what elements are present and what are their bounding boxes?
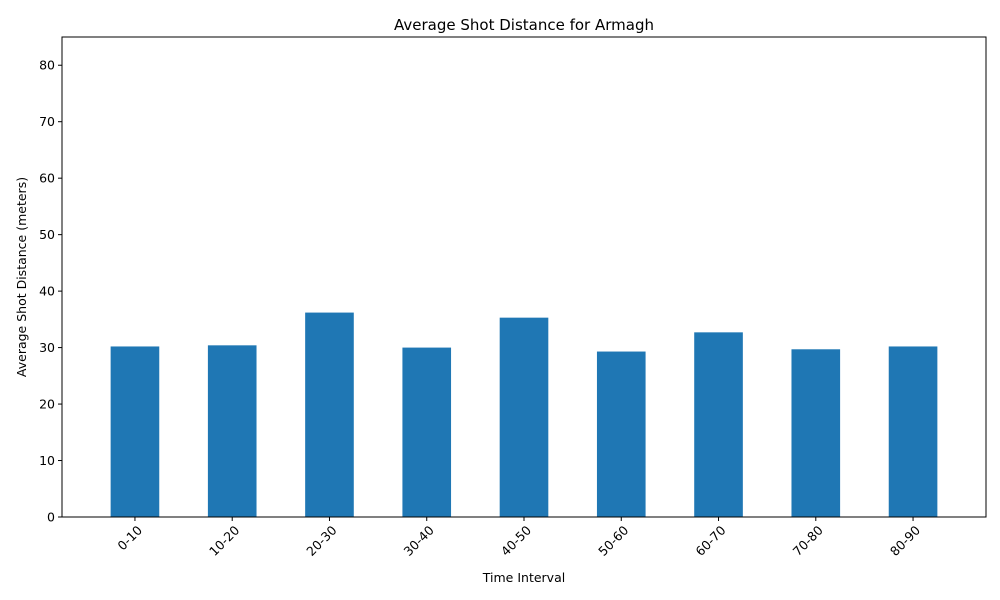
y-axis: 0 10 20 30 40 50 60 70 80: [39, 58, 62, 525]
y-tick-label: 30: [39, 340, 55, 355]
chart-title: Average Shot Distance for Armagh: [394, 16, 654, 34]
x-tick-label: 50-60: [595, 522, 631, 558]
x-axis: 0-10 10-20 20-30 30-40 40-50 50-60 60-70 70-80 8…: [114, 517, 923, 559]
bar-40-50: [499, 317, 549, 517]
y-tick-label: 40: [39, 284, 55, 299]
y-tick-label: 80: [39, 58, 55, 73]
x-tick-label: 10-20: [206, 522, 242, 558]
y-axis-label: Average Shot Distance (meters): [14, 177, 29, 377]
bar-30-40: [402, 347, 452, 517]
bar-50-60: [596, 351, 646, 517]
x-tick-label: 30-40: [401, 522, 437, 558]
y-tick-label: 70: [39, 114, 55, 129]
bars-group: [110, 312, 938, 517]
bar-70-80: [791, 349, 841, 517]
bar-20-30: [305, 312, 354, 517]
y-tick-label: 10: [39, 453, 55, 468]
bar-10-20: [207, 345, 257, 517]
y-tick-label: 60: [39, 171, 55, 186]
x-tick-label: 20-30: [303, 522, 339, 558]
x-tick-label: 0-10: [114, 522, 145, 553]
y-tick-label: 20: [39, 397, 55, 412]
bar-60-70: [694, 332, 743, 517]
y-tick-label: 50: [39, 227, 55, 242]
x-tick-label: 70-80: [790, 522, 826, 558]
x-tick-label: 40-50: [498, 522, 534, 558]
y-tick-label: 0: [47, 510, 55, 525]
x-tick-label: 60-70: [692, 522, 728, 558]
bar-0-10: [110, 346, 160, 517]
bar-80-90: [888, 346, 938, 517]
x-tick-label: 80-90: [887, 522, 923, 558]
x-axis-label: Time Interval: [482, 570, 565, 585]
